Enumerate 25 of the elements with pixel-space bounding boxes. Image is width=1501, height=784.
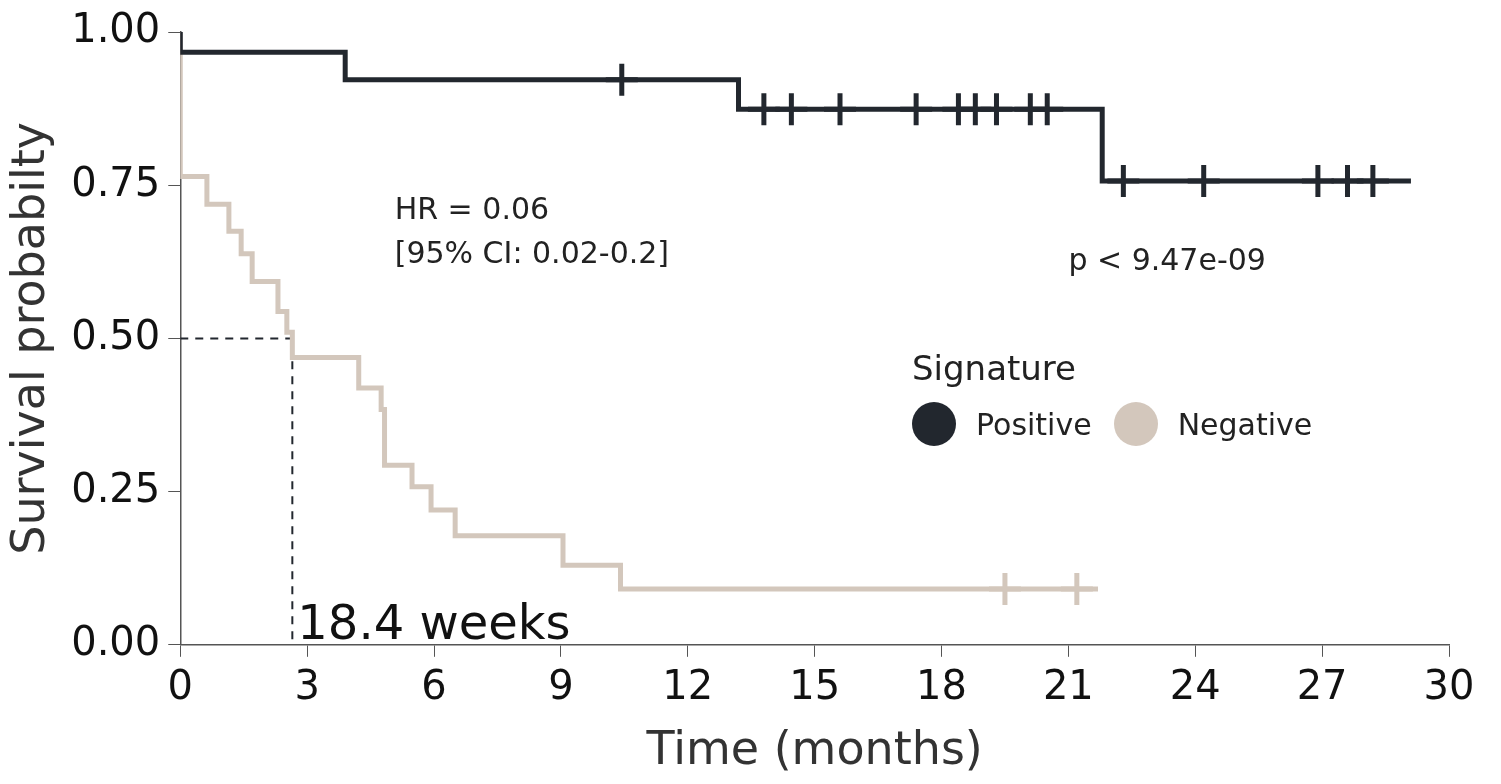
x-tick-label: 9 <box>548 662 574 709</box>
y-axis-title: Survival probabilty <box>0 122 55 555</box>
legend-label: Negative <box>1177 406 1313 442</box>
x-tick-label: 24 <box>1169 662 1221 709</box>
x-tick-label: 3 <box>294 662 320 709</box>
y-tick-label: 0.50 <box>71 311 161 358</box>
x-tick-label: 15 <box>789 662 841 709</box>
y-tick-label: 0.75 <box>71 158 161 205</box>
x-axis-title: Time (months) <box>645 721 983 776</box>
y-tick-label: 0.25 <box>71 464 161 511</box>
legend-title: Signature <box>912 348 1078 388</box>
y-tick-label: 0.00 <box>71 618 161 665</box>
annotation: 18.4 weeks <box>297 593 571 650</box>
x-tick-label: 30 <box>1423 662 1475 709</box>
annotation: p < 9.47e-09 <box>1068 242 1266 278</box>
annotation: [95% CI: 0.02-0.2] <box>394 234 670 270</box>
x-tick-label: 12 <box>662 662 714 709</box>
y-tick-label: 1.00 <box>71 5 161 52</box>
x-tick-label: 18 <box>916 662 967 709</box>
x-tick-label: 27 <box>1296 662 1348 709</box>
x-tick-label: 6 <box>421 662 447 709</box>
legend-label: Positive <box>976 406 1092 442</box>
x-tick-label: 21 <box>1042 662 1094 709</box>
annotation: HR = 0.06 <box>394 191 550 227</box>
x-tick-label: 0 <box>167 662 193 709</box>
